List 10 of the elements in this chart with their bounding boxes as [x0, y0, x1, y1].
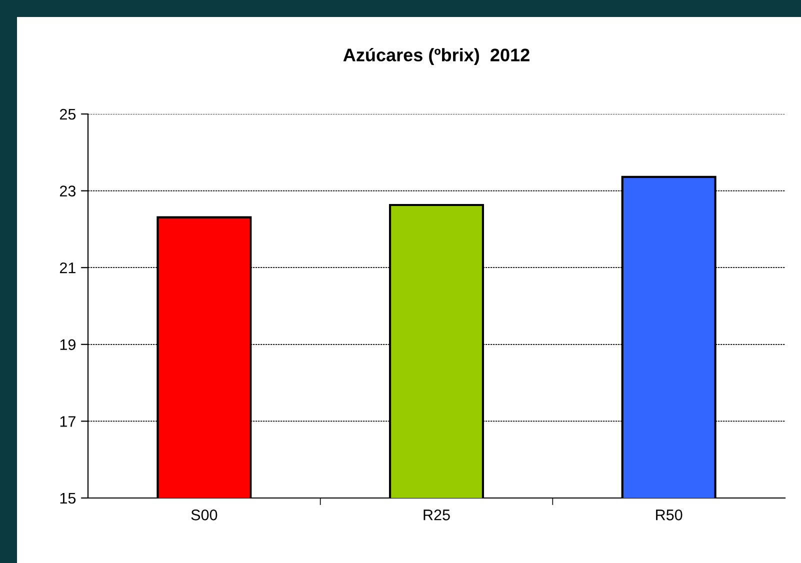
- chart-title: Azúcares (ºbrix) 2012: [343, 48, 530, 65]
- y-tick-label: 23: [60, 186, 76, 196]
- y-tick-label: 25: [60, 108, 76, 120]
- y-tick-label: 21: [60, 262, 76, 274]
- y-tick-label: 19: [60, 339, 76, 350]
- y-tick-label: 17: [60, 416, 76, 427]
- x-tick-label: S00: [191, 510, 218, 520]
- y-tick-label: 15: [60, 493, 76, 504]
- x-tick-label: R50: [656, 510, 682, 520]
- x-tick-label: R25: [424, 510, 450, 520]
